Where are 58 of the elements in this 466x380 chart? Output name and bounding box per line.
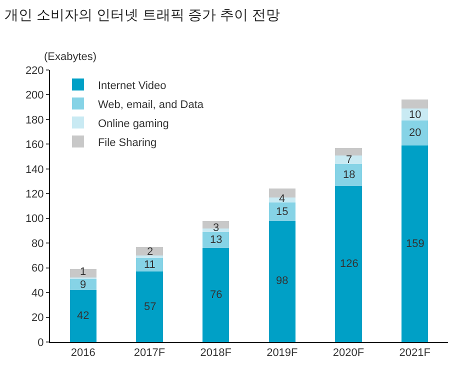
bar (335, 155, 362, 164)
x-tick-label: 2017F (134, 347, 166, 360)
legend-label: File Sharing (98, 136, 157, 149)
x-tick-label: 2016 (70, 347, 96, 360)
data-label: 76 (210, 289, 222, 301)
data-label: 2 (147, 246, 154, 258)
bar (136, 258, 163, 272)
data-label: 3 (213, 222, 220, 234)
bar (202, 248, 230, 342)
data-label: 57 (144, 301, 156, 313)
data-label: 126 (340, 258, 358, 270)
legend-label: Online gaming (98, 118, 169, 130)
y-tick-label: 180 (25, 114, 44, 126)
y-tick-label: 100 (25, 213, 44, 226)
data-label: 98 (276, 275, 288, 287)
bar (70, 290, 96, 342)
data-label: 42 (77, 310, 90, 322)
bar (136, 255, 163, 258)
bar (335, 164, 362, 186)
data-label: 15 (276, 206, 288, 218)
data-label: 7 (346, 154, 352, 166)
x-tick-label: 2020F (332, 347, 364, 360)
y-tick-label: 40 (32, 287, 44, 300)
bar (136, 246, 163, 256)
chart-title: 개인 소비자의 인터넷 트래픽 증가 추이 전망 (4, 6, 280, 22)
bar (402, 145, 428, 342)
bar (402, 120, 428, 146)
data-label: 11 (144, 259, 156, 271)
bar (268, 202, 296, 221)
bar (402, 100, 428, 108)
bar (335, 186, 362, 342)
bar (268, 220, 296, 342)
y-tick-label: 160 (25, 139, 44, 152)
x-tick-label: 2018F (200, 347, 232, 360)
data-label: 159 (406, 238, 424, 250)
data-label: 13 (210, 234, 222, 246)
y-tick-label: 20 (32, 312, 44, 324)
data-label: 9 (80, 279, 86, 291)
bar (136, 272, 163, 342)
y-tick-label: 120 (25, 188, 44, 200)
y-axis-title: (Exabytes) (44, 51, 97, 63)
y-tick-label: 140 (25, 164, 44, 176)
x-tick-label: 2021F (399, 347, 431, 360)
y-tick-label: 0 (38, 336, 44, 349)
data-label: 4 (279, 193, 286, 205)
legend-label: Internet Video (98, 80, 166, 92)
y-tick-label: 80 (32, 238, 44, 250)
data-label: 1 (80, 266, 86, 278)
y-tick-label: 200 (25, 90, 44, 102)
x-tick-label: 2019F (266, 347, 298, 360)
bar (335, 148, 362, 156)
data-label: 18 (343, 169, 356, 181)
y-tick-label: 220 (25, 64, 44, 77)
bar (70, 269, 96, 278)
y-tick-label: 60 (32, 262, 44, 275)
legend-label: Web, email, and Data (98, 98, 204, 111)
data-label: 20 (409, 127, 422, 139)
data-label: 10 (409, 109, 422, 121)
